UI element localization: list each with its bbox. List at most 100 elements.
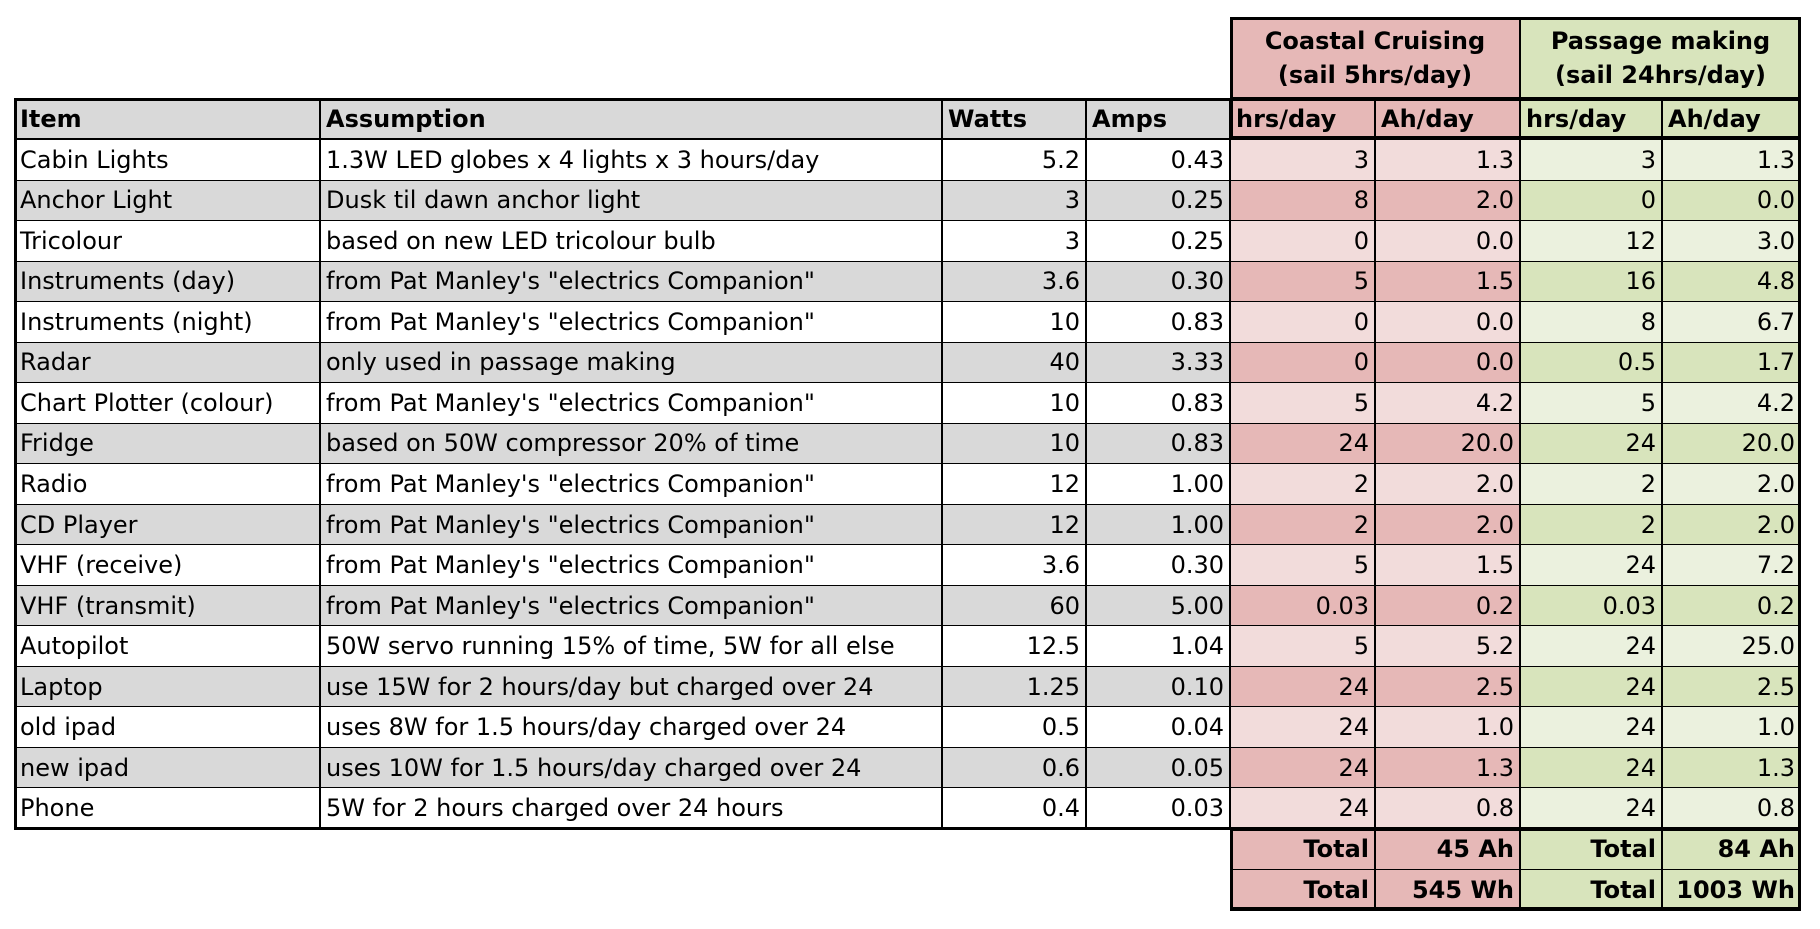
text-cell: based on new LED tricolour bulb: [320, 220, 942, 262]
number-cell: 2: [1230, 463, 1375, 505]
number-cell: 0: [1520, 179, 1662, 222]
text-cell: 50W servo running 15% of time, 5W for al…: [320, 625, 942, 667]
number-cell: 2: [1520, 463, 1662, 505]
text-cell: Fridge: [14, 422, 320, 465]
text-cell: from Pat Manley's "electrics Companion": [320, 584, 942, 627]
number-cell: 40: [942, 341, 1086, 384]
total-cell: 84 Ah: [1662, 828, 1801, 870]
number-cell: 12.5: [942, 625, 1086, 667]
column-group: Coastal Cruising (sail 5hrs/day): [1230, 17, 1520, 98]
number-cell: 5: [1230, 625, 1375, 667]
number-cell: 2.0: [1375, 179, 1520, 222]
number-cell: 2: [1230, 503, 1375, 546]
text-cell: Dusk til dawn anchor light: [320, 179, 942, 222]
text-cell: only used in passage making: [320, 341, 942, 384]
text-cell: VHF (transmit): [14, 584, 320, 627]
text-cell: new ipad: [14, 746, 320, 789]
column-header: Item: [14, 98, 320, 139]
number-cell: 3.6: [942, 544, 1086, 586]
number-cell: 24: [1230, 787, 1375, 829]
number-cell: 1.5: [1375, 544, 1520, 586]
number-cell: 24: [1230, 665, 1375, 708]
number-cell: 12: [1520, 220, 1662, 262]
number-cell: 1.00: [1086, 463, 1230, 505]
number-cell: 25.0: [1662, 625, 1801, 667]
number-cell: 24: [1230, 422, 1375, 465]
text-cell: from Pat Manley's "electrics Companion": [320, 463, 942, 505]
number-cell: 24: [1520, 422, 1662, 465]
number-cell: 24: [1520, 544, 1662, 586]
number-cell: 5: [1520, 382, 1662, 424]
number-cell: 0.0: [1375, 301, 1520, 343]
total-cell: Total: [1520, 828, 1662, 870]
number-cell: 12: [942, 503, 1086, 546]
number-cell: 2.5: [1375, 665, 1520, 708]
number-cell: 1.7: [1662, 341, 1801, 384]
text-cell: 1.3W LED globes x 4 lights x 3 hours/day: [320, 139, 942, 181]
number-cell: 2.0: [1662, 503, 1801, 546]
column-header: Watts: [942, 98, 1086, 139]
number-cell: 8: [1230, 179, 1375, 222]
number-cell: 5.2: [1375, 625, 1520, 667]
text-cell: old ipad: [14, 706, 320, 748]
number-cell: 24: [1520, 625, 1662, 667]
number-cell: 3: [1520, 139, 1662, 181]
column-header: hrs/day: [1230, 98, 1375, 139]
text-cell: Phone: [14, 787, 320, 829]
number-cell: 0.25: [1086, 220, 1230, 262]
group-subtitle: (sail 24hrs/day): [1555, 60, 1766, 89]
number-cell: 0.8: [1662, 787, 1801, 829]
column-header: Amps: [1086, 98, 1230, 139]
number-cell: 4.8: [1662, 260, 1801, 303]
number-cell: 10: [942, 301, 1086, 343]
number-cell: 0.0: [1375, 341, 1520, 384]
number-cell: 0.05: [1086, 746, 1230, 789]
number-cell: 2.0: [1375, 503, 1520, 546]
text-cell: Tricolour: [14, 220, 320, 262]
number-cell: 0.6: [942, 746, 1086, 789]
number-cell: 8: [1520, 301, 1662, 343]
number-cell: 1.3: [1375, 139, 1520, 181]
total-cell: Total: [1230, 828, 1375, 870]
number-cell: 5.00: [1086, 584, 1230, 627]
number-cell: 1.3: [1662, 139, 1801, 181]
number-cell: 0.83: [1086, 382, 1230, 424]
number-cell: 0.5: [1520, 341, 1662, 384]
number-cell: 5: [1230, 544, 1375, 586]
number-cell: 3: [1230, 139, 1375, 181]
number-cell: 0.4: [942, 787, 1086, 829]
number-cell: 4.2: [1375, 382, 1520, 424]
text-cell: use 15W for 2 hours/day but charged over…: [320, 665, 942, 708]
number-cell: 5: [1230, 260, 1375, 303]
text-cell: uses 8W for 1.5 hours/day charged over 2…: [320, 706, 942, 748]
number-cell: 3: [942, 179, 1086, 222]
number-cell: 3.33: [1086, 341, 1230, 384]
text-cell: Cabin Lights: [14, 139, 320, 181]
number-cell: 10: [942, 422, 1086, 465]
number-cell: 60: [942, 584, 1086, 627]
number-cell: 1.3: [1375, 746, 1520, 789]
number-cell: 5.2: [942, 139, 1086, 181]
number-cell: 0.30: [1086, 260, 1230, 303]
number-cell: 0.0: [1375, 220, 1520, 262]
text-cell: from Pat Manley's "electrics Companion": [320, 301, 942, 343]
number-cell: 0.30: [1086, 544, 1230, 586]
number-cell: 0: [1230, 220, 1375, 262]
total-cell: Total: [1230, 869, 1375, 911]
total-cell: 45 Ah: [1375, 828, 1520, 870]
number-cell: 0.03: [1230, 584, 1375, 627]
number-cell: 1.3: [1662, 746, 1801, 789]
text-cell: from Pat Manley's "electrics Companion": [320, 503, 942, 546]
number-cell: 0.5: [942, 706, 1086, 748]
number-cell: 24: [1520, 706, 1662, 748]
number-cell: 1.25: [942, 665, 1086, 708]
number-cell: 0.2: [1375, 584, 1520, 627]
number-cell: 24: [1230, 706, 1375, 748]
number-cell: 1.0: [1662, 706, 1801, 748]
text-cell: VHF (receive): [14, 544, 320, 586]
number-cell: 0.03: [1520, 584, 1662, 627]
number-cell: 24: [1520, 787, 1662, 829]
number-cell: 24: [1520, 665, 1662, 708]
number-cell: 4.2: [1662, 382, 1801, 424]
